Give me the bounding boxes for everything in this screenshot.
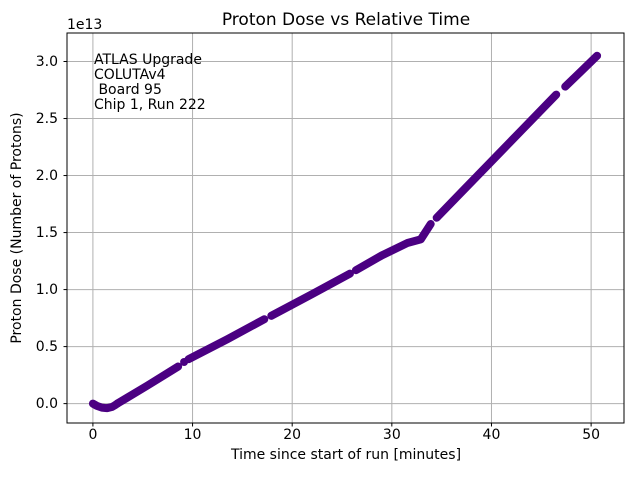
annotation-block: ATLAS Upgrade COLUTAv4 Board 95 Chip 1, … bbox=[94, 53, 206, 113]
scatter-band-segment bbox=[561, 51, 602, 91]
chart-title: Proton Dose vs Relative Time bbox=[221, 10, 471, 30]
y-tick-label: 0.5 bbox=[35, 338, 58, 355]
annotation-line-experiment: ATLAS Upgrade bbox=[94, 52, 202, 68]
annotation-line-run: Chip 1, Run 222 bbox=[94, 97, 206, 113]
x-tick-label: 10 bbox=[183, 427, 202, 443]
y-tick-label: 1.5 bbox=[35, 224, 58, 241]
y-axis-offset-label: 1e13 bbox=[67, 17, 103, 33]
annotation-line-board: Board 95 bbox=[94, 82, 162, 98]
x-axis-label: Time since start of run [minutes] bbox=[230, 447, 462, 463]
x-tick-label: 40 bbox=[482, 427, 501, 443]
x-tick-label: 20 bbox=[283, 427, 302, 443]
scatter-band-segment bbox=[267, 269, 354, 320]
y-tick-label: 2.5 bbox=[35, 110, 58, 127]
y-tick-label: 2.0 bbox=[35, 167, 58, 184]
x-tick-label: 0 bbox=[88, 427, 98, 443]
y-tick-label: 3.0 bbox=[35, 53, 58, 70]
annotation-line-chip-type: COLUTAv4 bbox=[94, 67, 166, 83]
y-tick-label: 1.0 bbox=[35, 281, 58, 298]
x-tick-label: 50 bbox=[582, 427, 601, 443]
y-tick-label: 0.0 bbox=[35, 395, 58, 412]
scatter-band-segment bbox=[351, 220, 435, 275]
x-tick-label: 30 bbox=[382, 427, 401, 443]
plot-area-border bbox=[66, 32, 625, 424]
scatter-band-segment bbox=[184, 315, 269, 364]
scatter-band-segment bbox=[432, 90, 561, 222]
scatter-band-segment bbox=[113, 362, 183, 408]
